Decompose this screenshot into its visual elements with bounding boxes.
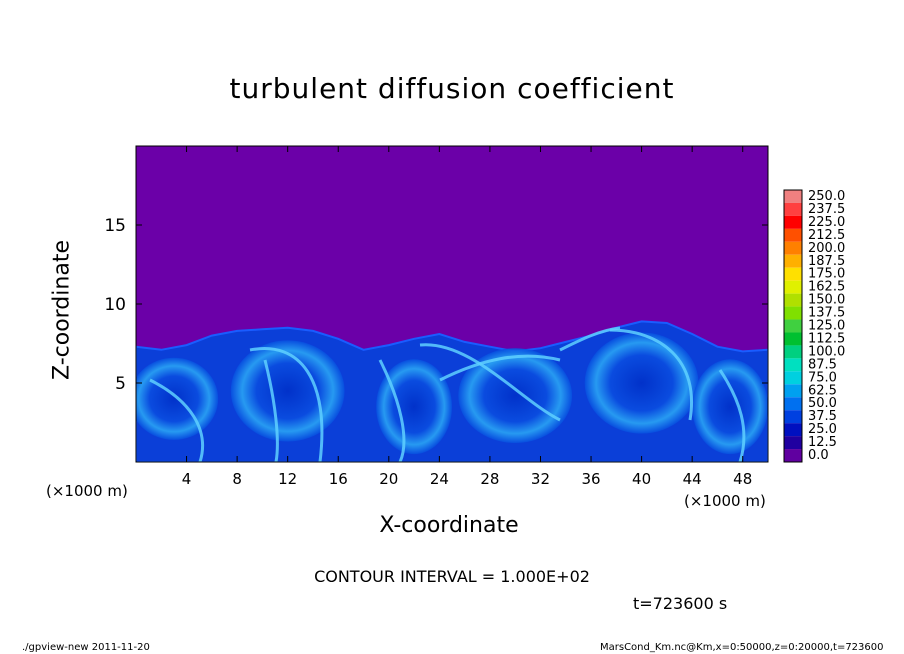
y-unit-label: (×1000 m)	[46, 482, 128, 500]
colorbar-label-0: 250.0	[808, 189, 845, 204]
colorbar-label-6: 175.0	[808, 267, 845, 282]
y-tick-label-5: 5	[115, 374, 126, 394]
x-tick-label-24: 24	[430, 470, 449, 488]
eddy-2	[376, 359, 452, 455]
filament-8	[559, 326, 621, 352]
colorbar-label-8: 150.0	[808, 293, 845, 308]
colorbar-swatch-19	[784, 436, 802, 450]
colorbar-swatch-20	[784, 449, 802, 462]
filament-3	[419, 343, 561, 422]
colorbar-label-15: 62.5	[808, 383, 837, 398]
filament-5	[609, 328, 693, 421]
colorbar-swatch-18	[784, 423, 802, 437]
x-tick-label-20: 20	[379, 470, 398, 488]
colorbar-label-19: 12.5	[808, 435, 837, 450]
eddy-1	[230, 340, 345, 442]
filament-6	[718, 369, 746, 462]
colorbar-frame	[783, 189, 803, 463]
colorbar-label-16: 50.0	[808, 396, 837, 411]
filament-7	[378, 359, 406, 462]
colorbar-label-11: 112.5	[808, 331, 845, 346]
colorbar-label-10: 125.0	[808, 319, 845, 334]
colorbar-label-13: 87.5	[808, 357, 837, 372]
colorbar-swatch-9	[784, 306, 802, 320]
colorbar-swatch-2	[784, 215, 802, 229]
x-tick-label-36: 36	[581, 470, 600, 488]
colorbar-label-1: 237.5	[808, 202, 845, 217]
colorbar-swatch-13	[784, 358, 802, 372]
x-tick-label-4: 4	[182, 470, 192, 488]
colorbar-label-2: 225.0	[808, 215, 845, 230]
x-tick-label-48: 48	[733, 470, 752, 488]
y-tick-label-10: 10	[104, 295, 126, 315]
colorbar-swatch-14	[784, 371, 802, 385]
time-stamp: t=723600 s	[633, 594, 728, 613]
x-tick-label-40: 40	[632, 470, 651, 488]
filament-4	[439, 354, 561, 382]
colorbar-swatch-8	[784, 293, 802, 307]
eddy-4	[584, 332, 699, 434]
colorbar-swatch-11	[784, 332, 802, 346]
footer-left: ./gpview-new 2011-11-20	[22, 642, 150, 653]
eddy-5	[692, 359, 768, 455]
colorbar-label-17: 37.5	[808, 409, 837, 424]
filament-2	[263, 359, 279, 462]
colorbar-label-12: 100.0	[808, 344, 845, 359]
colorbar-swatch-4	[784, 241, 802, 255]
colorbar-swatch-7	[784, 280, 802, 294]
chart-title: turbulent diffusion coefficient	[229, 72, 675, 105]
x-unit-label: (×1000 m)	[684, 492, 766, 510]
colorbar-swatch-17	[784, 410, 802, 424]
x-tick-label-28: 28	[480, 470, 499, 488]
colorbar-label-3: 212.5	[808, 228, 845, 243]
contour-interval: CONTOUR INTERVAL = 1.000E+02	[314, 567, 590, 586]
colorbar-swatch-15	[784, 384, 802, 398]
colorbar-swatch-0	[784, 190, 802, 203]
colorbar-swatch-5	[784, 254, 802, 268]
x-tick-label-12: 12	[278, 470, 297, 488]
colorbar-label-5: 187.5	[808, 254, 845, 269]
colorbar-swatch-12	[784, 345, 802, 359]
filament-1	[249, 347, 324, 462]
y-tick-label-15: 15	[104, 216, 126, 236]
x-tick-label-8: 8	[232, 470, 242, 488]
colorbar-label-9: 137.5	[808, 306, 845, 321]
colorbar-swatch-1	[784, 202, 802, 216]
eddy-3	[458, 348, 573, 444]
colorbar-swatch-10	[784, 319, 802, 333]
colorbar-label-14: 75.0	[808, 370, 837, 385]
filament-0	[149, 378, 205, 462]
x-tick-label-32: 32	[531, 470, 550, 488]
x-tick-label-16: 16	[329, 470, 348, 488]
colorbar-label-18: 25.0	[808, 422, 837, 437]
eddy-0	[136, 357, 219, 440]
x-axis-label: X-coordinate	[379, 513, 519, 538]
colorbar-swatch-3	[784, 228, 802, 242]
colorbar-label-4: 200.0	[808, 241, 845, 256]
colorbar-label-20: 0.0	[808, 448, 829, 463]
y-axis-label: Z-coordinate	[49, 240, 75, 380]
x-tick-label-44: 44	[683, 470, 702, 488]
colorbar-swatch-6	[784, 267, 802, 281]
colorbar-label-7: 162.5	[808, 280, 845, 295]
colorbar-swatch-16	[784, 397, 802, 411]
footer-right: MarsCond_Km.nc@Km,x=0:50000,z=0:20000,t=…	[600, 642, 884, 653]
